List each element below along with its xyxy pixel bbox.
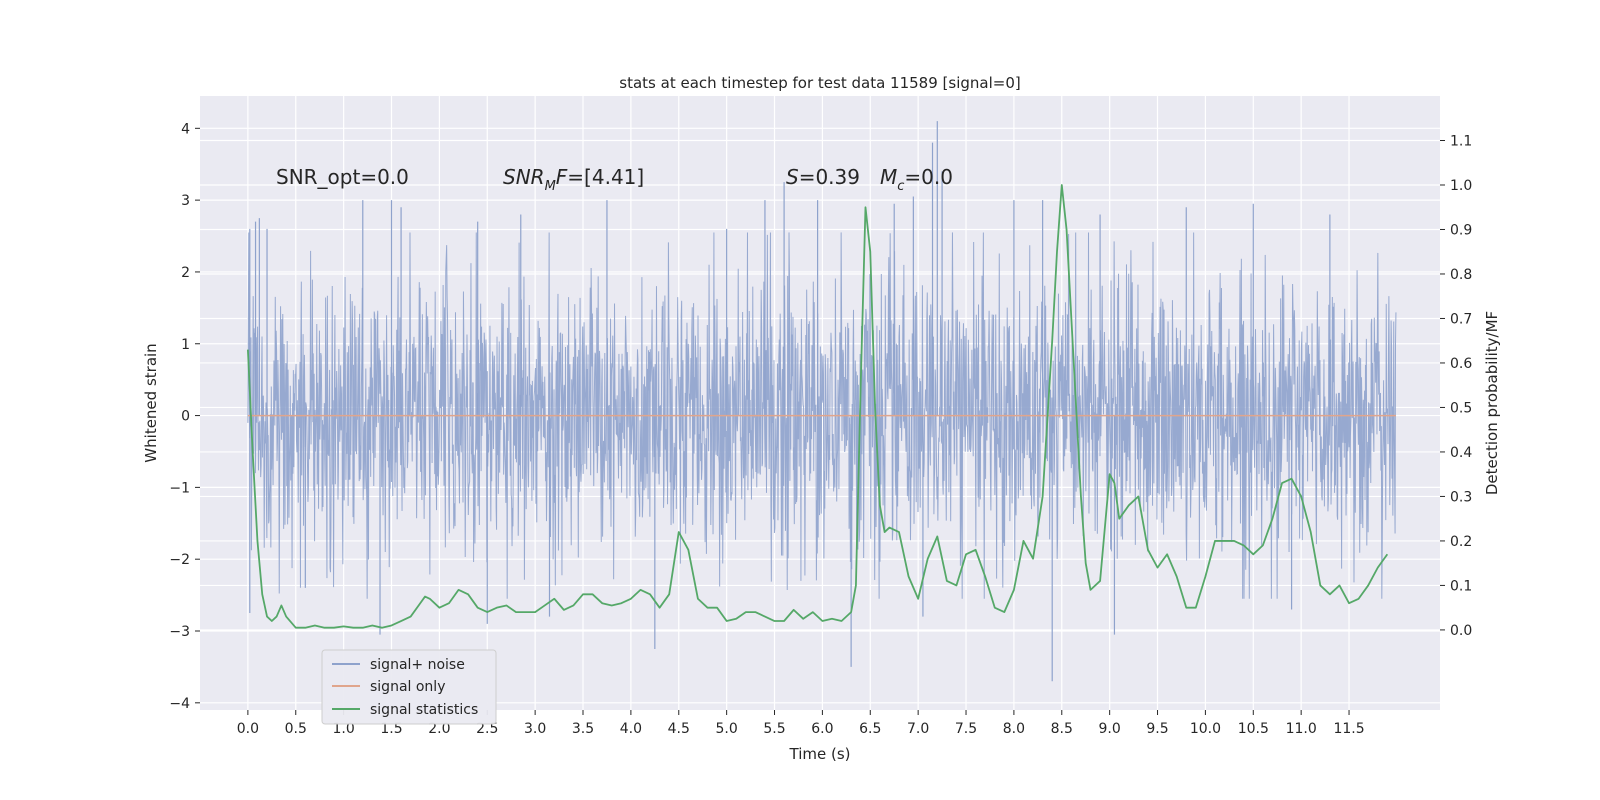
y2-tick-label-6: 0.6: [1450, 356, 1472, 372]
x-tick-label-7: 3.5: [572, 721, 594, 737]
x-tick-label-19: 9.5: [1146, 721, 1168, 737]
snr-mf-rest-italic: F: [556, 165, 568, 189]
x-tick-label-20: 10.0: [1190, 721, 1221, 737]
y2-tick-label-3: 0.3: [1450, 489, 1472, 505]
y2-tick-label-1: 0.1: [1450, 578, 1472, 594]
x-tick-label-18: 9.0: [1099, 721, 1121, 737]
mc-base: M: [880, 165, 897, 189]
x-tick-label-15: 7.5: [955, 721, 977, 737]
annotation-mc: Mc=0.0: [880, 165, 953, 194]
y-tick-label-8: 4: [181, 121, 190, 137]
y2-tick-label-11: 1.1: [1450, 133, 1472, 149]
y2-tick-label-8: 0.8: [1450, 267, 1472, 283]
x-tick-label-9: 4.5: [668, 721, 690, 737]
y-tick-label-7: 3: [181, 193, 190, 209]
y-tick-label-4: 0: [181, 409, 190, 425]
y2-tick-label-7: 0.7: [1450, 311, 1472, 327]
x-tick-label-17: 8.5: [1051, 721, 1073, 737]
x-tick-label-3: 1.5: [380, 721, 402, 737]
y-axis-left: −4 −3 −2 −1 0 1 2 3 4: [169, 121, 200, 712]
y-axis-label: Whitened strain: [142, 343, 160, 462]
x-axis: 0.0 0.5 1.0 1.5 2.0 2.5 3.0 3.5 4.0 4.5 5.0 5.5 6.0 6…: [237, 710, 1365, 737]
snr-mf-sub: M: [545, 179, 556, 194]
x-tick-label-6: 3.0: [524, 721, 546, 737]
y2-tick-label-10: 1.0: [1450, 178, 1472, 194]
x-tick-label-1: 0.5: [285, 721, 307, 737]
signal-statistics-line: [246, 184, 1389, 629]
y2-axis-label: Detection probability/MF: [1483, 311, 1501, 495]
x-tick-label-4: 2.0: [428, 721, 450, 737]
y2-tick-label-5: 0.5: [1450, 400, 1472, 416]
x-tick-label-14: 7.0: [907, 721, 929, 737]
noise-trace: [247, 232, 1397, 599]
y-tick-label-1: −3: [169, 624, 190, 640]
y-axis-right: 0.0 0.1 0.2 0.3 0.4 0.5 0.6 0.7 0.8 0.9 1.0 1.1: [1440, 133, 1472, 639]
legend-label-signal-plus-noise: signal+ noise: [370, 657, 465, 673]
series-signal-statistics: [246, 184, 1389, 629]
y2-tick-label-2: 0.2: [1450, 534, 1472, 550]
y2-tick-label-0: 0.0: [1450, 623, 1472, 639]
x-tick-label-10: 5.0: [716, 721, 738, 737]
legend-label-signal-statistics: signal statistics: [370, 702, 478, 718]
series-signal-plus-noise: [247, 121, 1397, 682]
y-tick-label-2: −2: [169, 552, 190, 568]
x-tick-label-2: 1.0: [332, 721, 354, 737]
y-tick-label-5: 1: [181, 337, 190, 353]
x-tick-label-12: 6.0: [811, 721, 833, 737]
x-tick-label-23: 11.5: [1333, 721, 1364, 737]
y-tick-label-3: −1: [169, 480, 190, 496]
y2-tick-label-9: 0.9: [1450, 222, 1472, 238]
annotation-snr-opt: SNR_opt=0.0: [276, 165, 409, 189]
snr-mf-base: SNR: [503, 165, 545, 189]
legend: signal+ noise signal only signal statist…: [321, 649, 497, 725]
x-tick-label-16: 8.0: [1003, 721, 1025, 737]
chart-title: stats at each timestep for test data 115…: [619, 74, 1020, 92]
mc-sub: c: [897, 179, 904, 194]
x-tick-label-11: 5.5: [763, 721, 785, 737]
snr-mf-value: =[4.41]: [567, 165, 644, 189]
annotation-snr-mf: SNRMF=[4.41]: [503, 165, 644, 194]
annotation-s: S=0.39: [786, 165, 860, 189]
x-tick-label-21: 10.5: [1238, 721, 1269, 737]
s-label: S: [786, 165, 799, 189]
x-tick-label-13: 6.5: [859, 721, 881, 737]
x-tick-label-5: 2.5: [476, 721, 498, 737]
y2-tick-label-4: 0.4: [1450, 445, 1472, 461]
x-axis-label: Time (s): [789, 745, 851, 763]
legend-box: [321, 649, 497, 725]
s-value: =0.39: [799, 165, 860, 189]
mc-value: =0.0: [904, 165, 953, 189]
x-tick-label-0: 0.0: [237, 721, 259, 737]
x-tick-label-22: 11.0: [1286, 721, 1317, 737]
x-tick-label-8: 4.0: [620, 721, 642, 737]
y-tick-label-6: 2: [181, 265, 190, 281]
y-tick-label-0: −4: [169, 696, 190, 712]
legend-label-signal-only: signal only: [370, 679, 445, 695]
